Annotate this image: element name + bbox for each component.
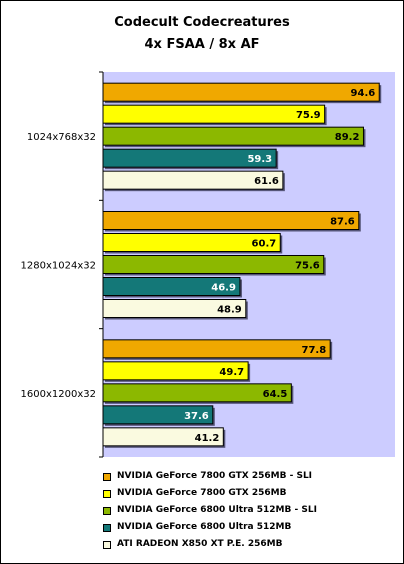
category-label: 1600x1200x32 [21, 389, 96, 400]
data-label: 94.6 [351, 88, 376, 99]
bar [102, 339, 331, 359]
data-label: 75.6 [295, 261, 320, 272]
legend-swatch [103, 490, 111, 498]
bar [102, 361, 249, 381]
legend-label: NVIDIA GeForce 6800 Ultra 512MB - SLI [117, 505, 317, 515]
legend-swatch [103, 541, 111, 549]
data-label: 46.9 [211, 283, 236, 294]
bar [102, 148, 277, 168]
bar [102, 277, 241, 296]
bar [102, 170, 284, 190]
data-label: 59.3 [247, 154, 272, 165]
bar [102, 233, 281, 252]
data-label: 75.9 [296, 110, 321, 121]
data-label: 41.2 [195, 433, 220, 444]
bar [102, 427, 224, 447]
legend-label: NVIDIA GeForce 7800 GTX 256MB [117, 488, 287, 498]
data-label: 49.7 [219, 367, 244, 378]
data-label: 60.7 [252, 239, 277, 250]
data-label: 48.9 [217, 305, 242, 316]
legend-label: NVIDIA GeForce 6800 Ultra 512MB [117, 522, 292, 532]
bar [102, 405, 214, 425]
bar [102, 104, 326, 124]
bar [102, 82, 380, 102]
chart-title: Codecult Codecreatures [114, 15, 290, 30]
category-label: 1280x1024x32 [21, 261, 96, 272]
bar [102, 383, 292, 403]
data-label: 64.5 [263, 389, 288, 400]
bar [102, 211, 360, 230]
bar [102, 255, 325, 274]
data-label: 37.6 [184, 411, 209, 422]
legend-label: NVIDIA GeForce 7800 GTX 256MB - SLI [117, 471, 313, 481]
data-label: 87.6 [330, 217, 355, 228]
bar [102, 299, 247, 318]
legend-swatch [103, 524, 111, 532]
category-label: 1024x768x32 [27, 132, 96, 143]
bar-chart: 94.6 75.9 89.2 59.3 61.6 87.6 60.7 75.6 46.9 48.9… [21, 71, 395, 458]
data-label: 77.8 [301, 345, 326, 356]
bar [102, 126, 364, 146]
data-label: 89.2 [335, 132, 360, 143]
data-label: 61.6 [254, 176, 279, 187]
legend-label: ATI RADEON X850 XT P.E. 256MB [117, 539, 283, 549]
legend-swatch [103, 473, 111, 481]
chart-subtitle: 4x FSAA / 8x AF [144, 37, 260, 52]
legend-swatch [103, 507, 111, 515]
